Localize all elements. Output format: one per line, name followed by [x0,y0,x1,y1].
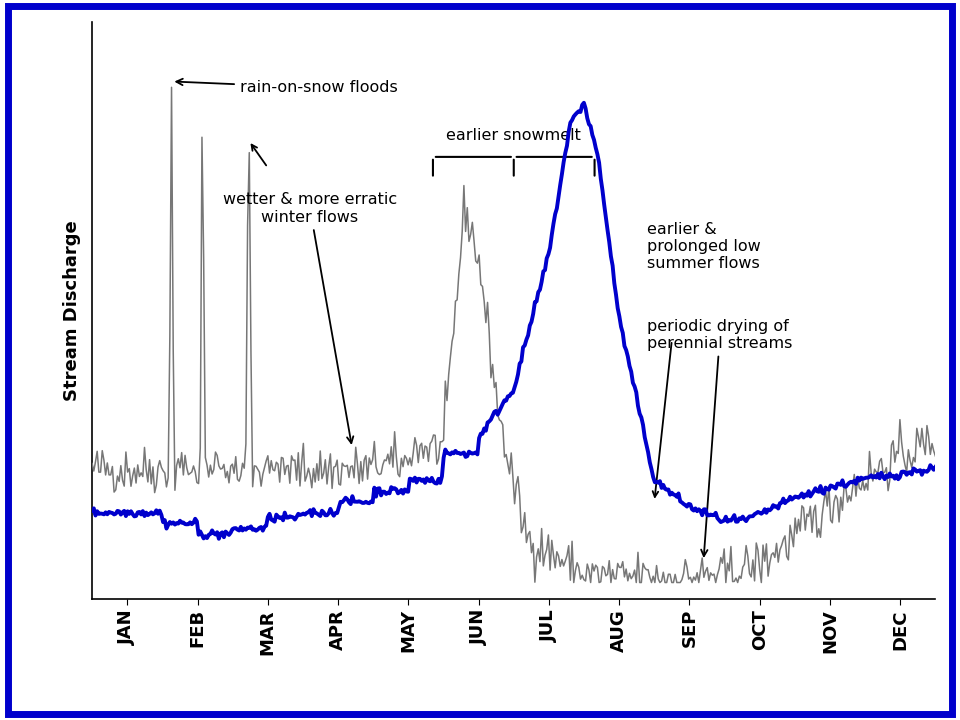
Text: earlier snowmelt: earlier snowmelt [446,128,581,143]
Text: periodic drying of
perennial streams: periodic drying of perennial streams [647,318,793,556]
Text: wetter & more erratic
winter flows: wetter & more erratic winter flows [223,192,397,443]
Text: rain-on-snow floods: rain-on-snow floods [177,78,397,95]
Y-axis label: Stream Discharge: Stream Discharge [63,220,81,401]
Text: earlier &
prolonged low
summer flows: earlier & prolonged low summer flows [647,222,761,271]
